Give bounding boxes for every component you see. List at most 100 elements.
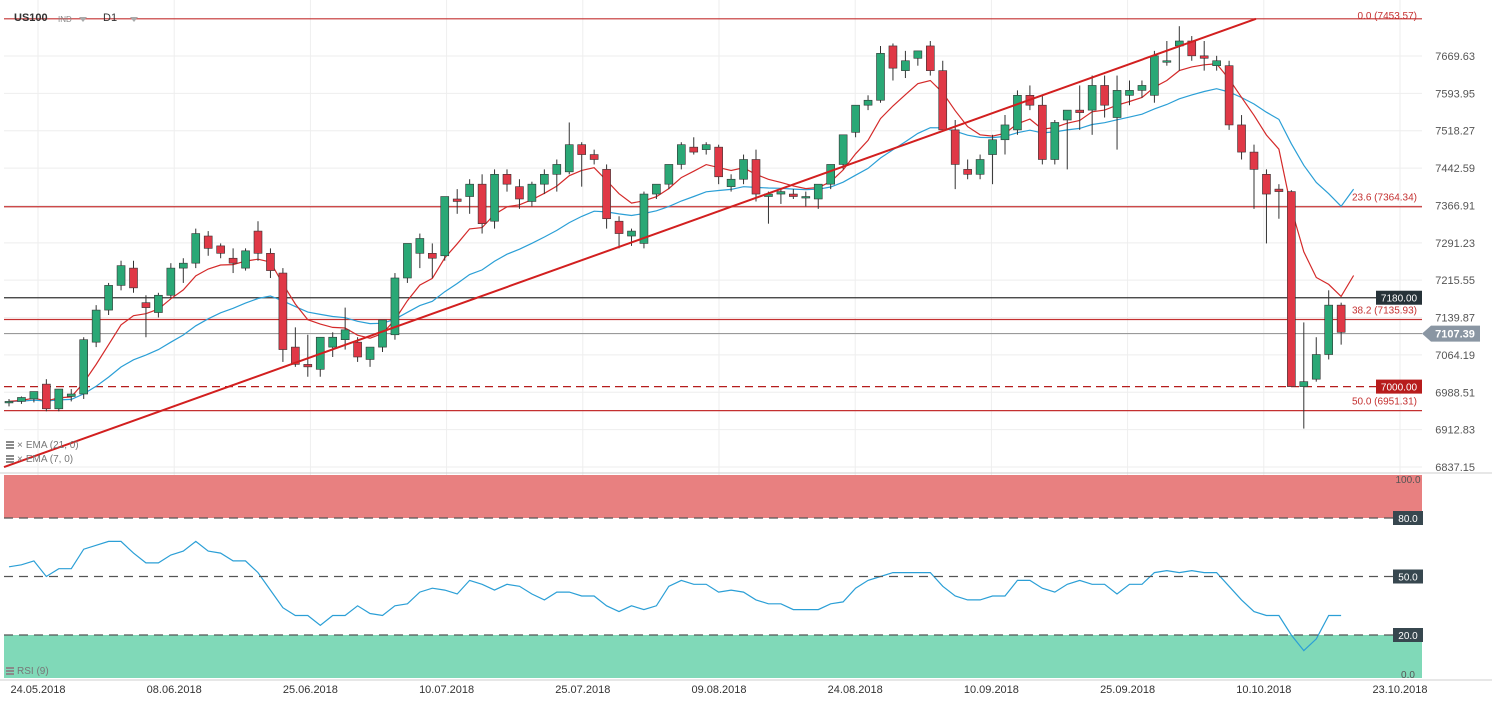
candle-body xyxy=(353,341,362,358)
resistance-label-box xyxy=(1376,290,1422,305)
support-label: 7000.00 xyxy=(1381,383,1418,394)
candle-body xyxy=(1336,304,1346,333)
candle-body xyxy=(888,45,898,69)
chevron-down-icon[interactable] xyxy=(130,17,138,22)
date-tick: 10.07.2018 xyxy=(419,684,474,696)
last-price-box xyxy=(1422,325,1480,342)
date-tick: 09.08.2018 xyxy=(691,684,746,696)
price-tick: 6837.15 xyxy=(1435,462,1475,474)
price-tick: 7215.55 xyxy=(1435,275,1475,287)
candle-body xyxy=(988,139,997,155)
candle-body xyxy=(851,104,860,133)
candle-body xyxy=(1062,109,1072,121)
candle-body xyxy=(552,164,562,175)
candle-body xyxy=(54,388,64,410)
candle-body xyxy=(403,243,412,279)
ema-fast-label: EMA (7, 0) xyxy=(25,454,74,465)
candle-body xyxy=(228,257,238,264)
oversold-zone xyxy=(4,635,1422,678)
candle-body xyxy=(1050,122,1060,160)
candle-body xyxy=(801,196,811,199)
candle-body xyxy=(938,70,948,131)
price-tick: 6988.51 xyxy=(1435,387,1475,399)
date-tick: 24.05.2018 xyxy=(10,684,65,696)
fib-0-label: 0.0 (7453.57) xyxy=(1358,11,1418,22)
settings-icon[interactable] xyxy=(6,455,14,463)
close-icon[interactable]: × xyxy=(17,454,23,465)
candle-body xyxy=(1150,55,1159,96)
support-label-box xyxy=(1376,379,1422,394)
candle-body xyxy=(925,45,935,71)
candle-body xyxy=(490,174,499,222)
candle-body xyxy=(179,262,188,269)
rsi-tick: 50.0 xyxy=(1398,573,1418,584)
price-tick: 7064.19 xyxy=(1435,350,1475,362)
fib-236-label: 23.6 (7364.34) xyxy=(1352,193,1417,204)
candle-body xyxy=(141,302,151,308)
candle-body xyxy=(726,178,736,187)
candle-body xyxy=(1038,104,1047,160)
candle-body xyxy=(291,346,300,365)
candle-body xyxy=(1013,95,1022,131)
candle-body xyxy=(876,53,885,101)
overbought-zone xyxy=(4,475,1422,518)
candle-body xyxy=(701,144,711,150)
candle-body xyxy=(1224,65,1234,126)
candle-body xyxy=(776,191,786,195)
candle-body xyxy=(1212,60,1221,66)
candle-body xyxy=(1162,60,1172,63)
candle-body xyxy=(1112,90,1122,118)
settings-icon[interactable] xyxy=(6,667,14,675)
fib-382-label: 38.2 (7135.93) xyxy=(1352,305,1417,316)
price-tick: 7669.63 xyxy=(1435,51,1475,63)
ema-fast-legend[interactable]: × EMA (7, 0) xyxy=(6,454,73,465)
candle-body xyxy=(1274,188,1284,192)
price-tick: 7139.87 xyxy=(1435,313,1475,325)
candle-body xyxy=(901,60,910,71)
trend-line xyxy=(3,17,1257,469)
candle-body xyxy=(1287,191,1296,387)
rsi-legend[interactable]: RSI (9) xyxy=(6,666,49,677)
close-icon[interactable]: × xyxy=(17,440,23,451)
candle-body xyxy=(1299,381,1309,387)
candle-body xyxy=(1000,124,1010,141)
timeframe-selector[interactable]: D1 xyxy=(103,12,118,24)
candle-body xyxy=(751,159,761,195)
resistance-label: 7180.00 xyxy=(1381,294,1418,305)
candle-body xyxy=(1087,85,1097,111)
candle-body xyxy=(1125,90,1134,96)
candle-body xyxy=(365,346,375,360)
candle-body xyxy=(427,252,437,259)
candle-body xyxy=(564,144,574,173)
date-tick: 08.06.2018 xyxy=(147,684,202,696)
candle-body xyxy=(266,252,275,271)
candle-body xyxy=(1075,109,1084,113)
candle-body xyxy=(676,144,686,165)
chevron-down-icon[interactable] xyxy=(79,17,87,22)
candle-body xyxy=(1262,174,1271,195)
candle-body xyxy=(191,233,201,264)
rsi-level-box xyxy=(1393,511,1423,525)
candle-body xyxy=(602,169,611,220)
rsi-level-box xyxy=(1393,569,1423,584)
candle-body xyxy=(913,50,923,59)
candle-body xyxy=(42,383,51,410)
ema-slow-legend[interactable]: × EMA (21, 0) xyxy=(6,440,79,451)
candle-body xyxy=(79,339,88,395)
candle-body xyxy=(116,265,126,286)
candle-body xyxy=(203,235,213,249)
candle-body xyxy=(502,174,512,185)
date-tick: 10.10.2018 xyxy=(1236,684,1291,696)
price-tick: 7291.23 xyxy=(1435,238,1475,250)
candle-body xyxy=(515,186,524,200)
symbol-label[interactable]: US100 xyxy=(14,12,48,24)
candle-body xyxy=(950,129,960,165)
candle-body xyxy=(975,159,985,175)
settings-icon[interactable] xyxy=(6,441,14,449)
candle-body xyxy=(104,285,113,311)
candle-body xyxy=(390,277,400,336)
candle-body xyxy=(154,294,163,313)
candle-body xyxy=(278,272,288,350)
candle-body xyxy=(29,391,39,400)
